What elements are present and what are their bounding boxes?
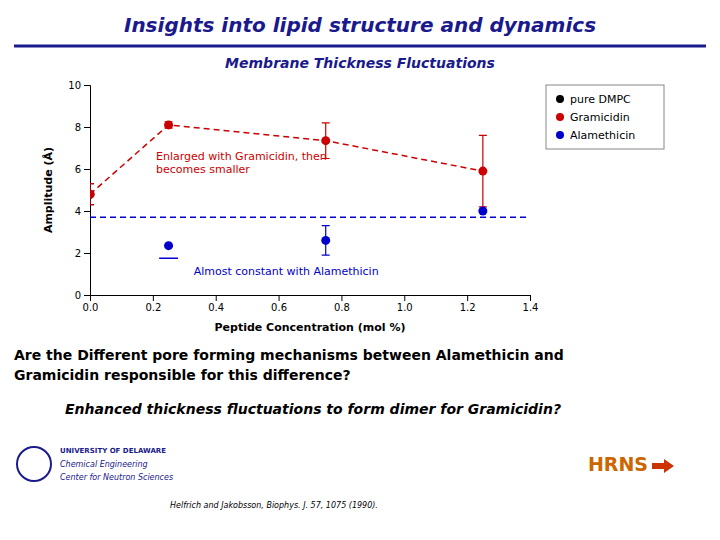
x-tick: 1.2 (460, 295, 476, 313)
question: Enhanced thickness fluctuations to form … (65, 401, 561, 417)
point (478, 167, 487, 176)
x-tick-label: 1.2 (460, 302, 476, 313)
x-tick: 1.4 (523, 295, 539, 313)
logo-arrow (652, 459, 674, 473)
legend: pure DMPC Gramicidin Alamethicin (546, 85, 664, 149)
logo-text: HRNS (588, 453, 648, 475)
y-tick-label: 8 (75, 122, 81, 133)
segment (159, 258, 178, 260)
annotation: Enlarged with Gramicidin, thenbecomes sm… (156, 150, 327, 176)
x-axis-title: Peptide Concentration (mol %) (215, 321, 406, 334)
x-tick: 1.0 (397, 295, 413, 313)
y-tick-label: 10 (68, 80, 81, 91)
citation: Helfrich and Jakobsson, Biophys. J. 57, … (170, 501, 378, 510)
legend-item: Gramicidin (556, 111, 630, 124)
logo-text: UNIVERSITY OF DELAWARE (60, 447, 166, 455)
x-tick: 0.0 (83, 295, 99, 313)
y-axis-line (84, 86, 91, 296)
y-tick: 2 (75, 248, 90, 259)
point (164, 120, 173, 129)
series (90, 120, 487, 206)
x-tick: 0.4 (208, 295, 224, 313)
x-tick-label: 0.8 (334, 302, 350, 313)
error-bar (322, 226, 330, 255)
y-axis-title: Amplitude (Å) (42, 147, 55, 233)
y-axis: 0 2 4 6 8 10 (68, 80, 90, 301)
y-tick: 0 (75, 290, 90, 301)
legend-label: Gramicidin (570, 111, 630, 124)
legend-marker (556, 113, 564, 121)
legend-label: Alamethicin (570, 129, 635, 142)
y-tick-mark (84, 253, 90, 254)
chart: Insights into lipid structure and dynami… (0, 0, 720, 540)
legend-item: Alamethicin (556, 129, 635, 142)
x-tick: 0.8 (334, 295, 350, 313)
legend-frame (546, 85, 664, 149)
marks (90, 120, 530, 258)
title: Insights into lipid structure and dynami… (124, 13, 596, 37)
x-tick-label: 1.4 (523, 302, 539, 313)
point (321, 136, 330, 145)
x-tick: 0.6 (271, 295, 287, 313)
x-tick-mark (216, 295, 217, 301)
x-tick-label: 0.0 (83, 302, 99, 313)
y-tick-label: 0 (75, 290, 81, 301)
y-tick-mark (84, 169, 90, 170)
x-tick-mark (404, 295, 405, 301)
legend-marker (556, 95, 564, 103)
question: Are the Different pore forming mechanism… (14, 347, 564, 383)
x-tick-label: 1.0 (397, 302, 413, 313)
x-tick-label: 0.6 (271, 302, 287, 313)
legend-item: pure DMPC (556, 93, 631, 106)
reference-line (90, 217, 530, 219)
logo-text: Chemical Engineering (60, 460, 148, 469)
legend-label: pure DMPC (570, 93, 631, 106)
title-rule (14, 45, 706, 48)
point (90, 190, 95, 199)
y-tick-mark (84, 295, 90, 296)
y-tick-label: 6 (75, 164, 81, 175)
x-axis: 0.0 0.2 0.4 0.6 0.8 1.0 1.2 1.4 (83, 295, 539, 313)
y-tick-mark (84, 211, 90, 212)
y-tick: 4 (75, 206, 90, 217)
series (164, 207, 487, 256)
error-bar (90, 184, 94, 205)
y-tick-label: 4 (75, 206, 81, 217)
logo-text: Center for Neutron Sciences (60, 473, 173, 482)
x-tick-label: 0.4 (208, 302, 224, 313)
y-tick-mark (84, 127, 90, 128)
y-tick-mark (84, 85, 90, 86)
x-axis-line (91, 296, 531, 302)
series (90, 184, 95, 205)
logo-circle (17, 447, 51, 481)
x-tick: 0.2 (145, 295, 161, 313)
x-tick-mark (279, 295, 280, 301)
subtitle: Membrane Thickness Fluctuations (225, 55, 495, 71)
point (478, 207, 487, 216)
series-line (90, 125, 483, 194)
error-bar (479, 135, 487, 206)
x-tick-label: 0.2 (145, 302, 161, 313)
point (90, 190, 95, 199)
plot: 0.0 0.2 0.4 0.6 0.8 1.0 1.2 1.4 0 2 4 6 8 10 Enlarged … (68, 80, 538, 313)
y-tick-label: 2 (75, 248, 81, 259)
error-bar (90, 184, 94, 205)
x-tick-mark (341, 295, 342, 301)
y-tick: 10 (68, 80, 90, 91)
y-tick: 6 (75, 164, 90, 175)
point (164, 241, 173, 250)
x-tick-mark (467, 295, 468, 301)
x-tick-mark (153, 295, 154, 301)
y-tick: 8 (75, 122, 90, 133)
point (321, 236, 330, 245)
annotation: Almost constant with Alamethicin (194, 264, 379, 277)
x-tick-mark (530, 295, 531, 301)
legend-marker (556, 131, 564, 139)
